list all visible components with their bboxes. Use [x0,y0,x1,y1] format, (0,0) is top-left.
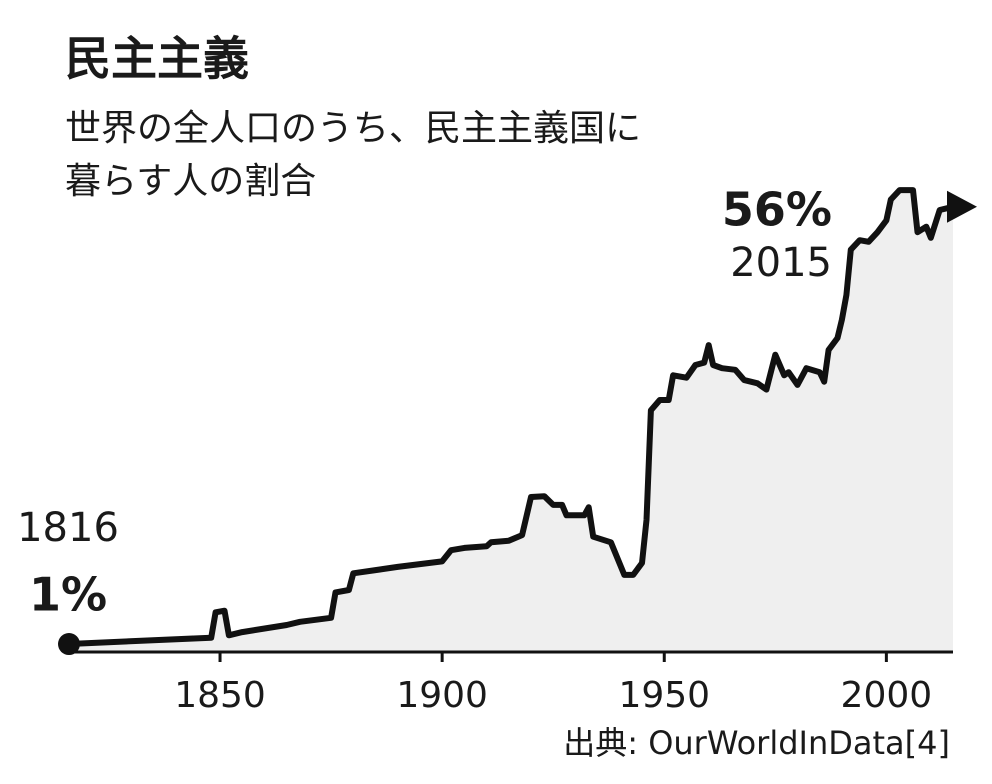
end-year: 2015 [730,240,832,286]
line [68,187,954,647]
start-year: 1816 [17,505,119,551]
source: 出典: OurWorldInData[4] [563,724,950,762]
chart-title: 民主主義 [65,32,249,86]
x-tick-label: 2000 [841,675,933,716]
area [69,190,953,652]
start-dot [58,633,80,656]
chart-subtitle: 世界の全人口のうち、民主主義国に [65,108,641,149]
end-arrow [947,190,977,223]
end-value: 56% [722,183,832,237]
start-value: 1% [29,568,107,622]
chart-subtitle: 暮らす人の割合 [65,161,316,202]
x-tick-label: 1900 [396,675,488,716]
x-tick-label: 1950 [618,675,710,716]
x-tick-label: 1850 [174,675,266,716]
